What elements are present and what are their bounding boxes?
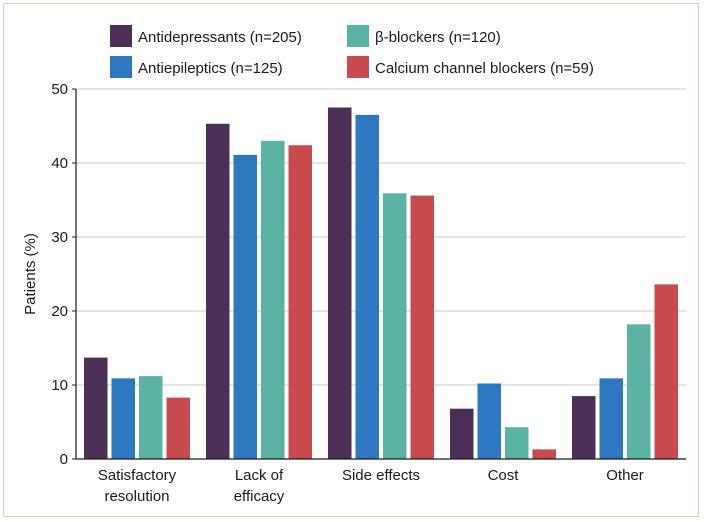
y-axis-title: Patients (%) — [22, 233, 39, 315]
bar — [206, 123, 230, 459]
bar — [505, 427, 529, 459]
bar — [355, 114, 379, 460]
bar — [572, 396, 596, 459]
y-tick-label: 20 — [51, 303, 68, 320]
bar — [383, 193, 407, 459]
x-category-label: Other — [606, 467, 644, 484]
bar — [532, 449, 556, 459]
bar — [261, 140, 285, 460]
y-tick-label: 30 — [51, 229, 68, 246]
legend-label: Calcium channel blockers (n=59) — [375, 60, 594, 77]
x-category-label: Satisfactory — [98, 467, 177, 484]
bar — [599, 378, 623, 459]
x-category-label: efficacy — [234, 488, 285, 505]
bar — [84, 357, 108, 459]
bar — [111, 378, 135, 459]
legend-label: Antidepressants (n=205) — [138, 29, 302, 46]
bar — [166, 397, 190, 459]
bar — [139, 376, 163, 459]
axes — [72, 88, 686, 460]
bar — [627, 324, 651, 459]
bar — [410, 195, 434, 459]
bars — [84, 107, 678, 460]
legend-swatch — [110, 56, 132, 78]
legend-swatch — [347, 56, 369, 78]
bar — [450, 408, 474, 459]
legend-label: β-blockers (n=120) — [375, 29, 501, 46]
bar — [288, 145, 312, 460]
x-category-label: resolution — [104, 488, 169, 505]
legend-swatch — [347, 25, 369, 47]
y-tick-label: 50 — [51, 81, 68, 98]
x-category-label: Lack of — [235, 467, 284, 484]
legend-label: Antiepileptics (n=125) — [138, 60, 283, 77]
bar — [654, 284, 678, 459]
bar — [328, 107, 352, 459]
y-tick-labels: 0 10 20 30 40 50 — [51, 81, 68, 468]
legend-swatch — [110, 25, 132, 47]
gridlines — [76, 88, 686, 386]
bar — [233, 154, 257, 460]
y-tick-label: 10 — [51, 377, 68, 394]
x-category-labels: Satisfactory resolution Lack of efficacy Sid… — [98, 467, 644, 505]
bar — [477, 383, 501, 459]
y-tick-label: 40 — [51, 155, 68, 172]
y-tick-label: 0 — [60, 451, 68, 468]
x-category-label: Side effects — [342, 467, 420, 484]
legend: Antidepressants (n=205) β-blockers (n=120… — [110, 25, 594, 78]
x-category-label: Cost — [488, 467, 520, 484]
